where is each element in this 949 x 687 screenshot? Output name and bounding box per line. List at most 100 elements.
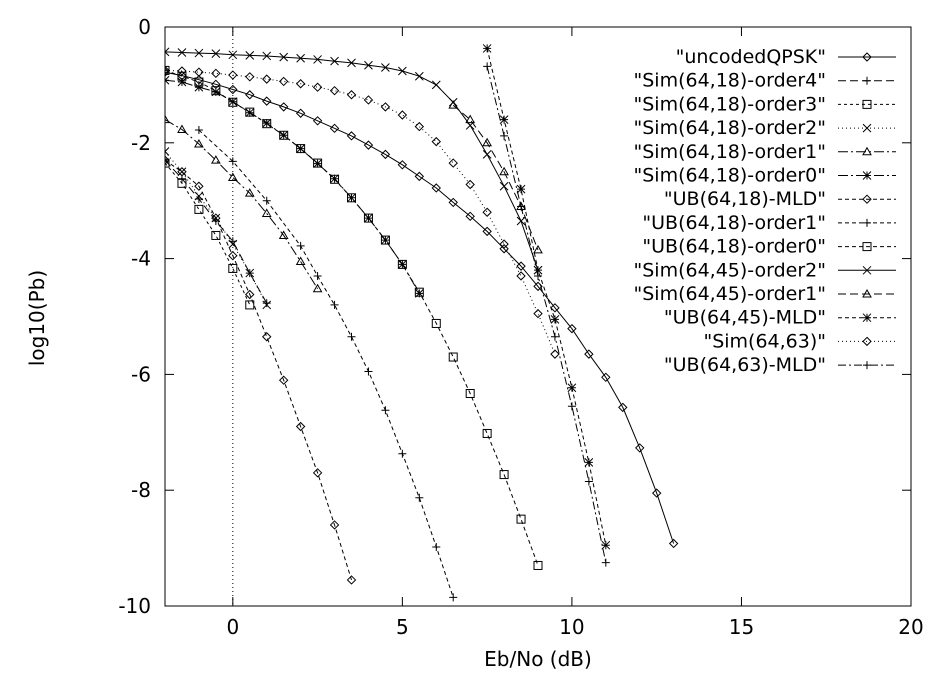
data-point-uncodedqpsk [499, 244, 509, 254]
data-point-sim-64-63 [295, 79, 306, 89]
data-point-ub-64-18-order0 [330, 174, 340, 184]
legend-marker-sim-64-18-order2 [862, 123, 872, 133]
series-line-sim-64-63 [165, 69, 556, 355]
data-point-sim-64-63 [346, 90, 357, 100]
data-point-ub-64-63-mld [517, 202, 526, 211]
x-tick-label: 5 [396, 615, 409, 639]
data-point-uncodedqpsk [295, 108, 306, 118]
data-point-uncodedqpsk [635, 443, 645, 453]
data-point-sim-64-45-order2 [347, 58, 356, 68]
data-point-ub-64-18-mld [177, 167, 187, 177]
data-point-ub-64-18-order1 [381, 406, 390, 415]
data-point-ub-64-18-order0 [296, 144, 306, 154]
legend: "uncodedQPSK""Sim(64,18)-order4""Sim(64,… [633, 46, 896, 376]
data-point-ub-64-18-order1 [347, 332, 356, 341]
data-point-ub-64-18-mld [245, 289, 255, 300]
data-point-ub-64-18-order1 [398, 449, 407, 458]
legend-marker-sim-64-18-order0 [862, 171, 872, 180]
series-uncodedqpsk [165, 67, 679, 549]
data-point-sim-64-18-order1 [278, 230, 289, 239]
data-point-sim-64-63 [550, 349, 560, 359]
data-point-ub-64-18-order1 [415, 493, 424, 502]
data-point-ub-64-18-order1 [313, 271, 322, 280]
data-point-uncodedqpsk [380, 149, 391, 160]
y-tick-label: 0 [138, 15, 151, 39]
data-point-ub-64-63-mld [601, 558, 610, 567]
series-sim-64-18-order1 [165, 114, 323, 293]
data-point-sim-64-18-order0 [398, 260, 407, 269]
data-point-uncodedqpsk [228, 84, 238, 95]
legend-marker-ub-64-18-order1 [863, 218, 871, 227]
data-point-ub-64-18-order1 [262, 196, 271, 205]
data-point-sim-64-63 [312, 82, 323, 92]
data-point-ub-64-18-order1 [228, 157, 237, 166]
data-point-ub-64-18-mld [165, 155, 170, 165]
legend-label-ub-64-18-order0: "UB(64,18)-order0" [642, 236, 826, 258]
data-point-ub-64-18-order0 [465, 389, 475, 399]
y-tick-label: -2 [131, 131, 151, 155]
data-point-uncodedqpsk [431, 183, 441, 193]
data-point-sim-64-18-order1 [244, 188, 255, 197]
data-point-sim-64-45-order2 [194, 48, 204, 58]
series-ub-64-45-mld [482, 44, 611, 550]
data-point-ub-64-18-order0 [211, 86, 221, 96]
data-point-sim-64-18-order2 [165, 147, 170, 156]
y-tick-label: -8 [131, 478, 151, 502]
data-point-ub-64-18-order0 [313, 158, 323, 168]
data-point-ub-64-45-mld [601, 540, 611, 550]
data-point-ub-64-45-mld [567, 383, 577, 393]
series-line-sim-64-18-order3 [165, 162, 251, 306]
data-point-sim-64-45-order2 [165, 47, 170, 57]
series-line-sim-64-18-order1 [165, 119, 319, 289]
data-point-ub-64-18-order0 [499, 470, 509, 480]
data-point-ub-64-18-order0 [363, 213, 373, 223]
data-point-ub-64-18-mld [228, 250, 238, 261]
data-point-sim-64-18-order1 [227, 172, 238, 182]
data-point-ub-64-18-mld [312, 468, 323, 478]
data-point-sim-64-18-order4 [262, 299, 271, 308]
y-tick-label: -4 [131, 247, 151, 271]
data-point-sim-64-18-order0 [228, 97, 238, 107]
data-point-sim-64-63 [228, 70, 238, 80]
data-point-sim-64-63 [516, 271, 526, 281]
data-point-sim-64-63 [448, 158, 458, 168]
data-point-ub-64-18-mld [329, 520, 340, 530]
data-point-sim-64-18-order0 [165, 75, 170, 85]
data-point-ub-64-18-order0 [516, 514, 526, 524]
legend-marker-uncodedqpsk [862, 52, 872, 62]
y-tick-label: -6 [131, 362, 151, 386]
data-point-sim-64-63 [329, 85, 340, 96]
data-point-sim-64-45-order2 [262, 51, 272, 61]
data-point-ub-64-45-mld [499, 115, 509, 124]
data-point-uncodedqpsk [414, 171, 425, 182]
x-tick-label: 15 [729, 615, 754, 639]
data-point-sim-64-45-order2 [245, 51, 255, 60]
series-sim-64-18-order3 [165, 158, 255, 310]
data-point-ub-64-18-mld [194, 181, 204, 191]
data-point-sim-64-45-order2 [211, 49, 221, 58]
data-point-sim-64-18-order0 [245, 108, 255, 118]
data-point-sim-64-63 [262, 74, 272, 84]
data-point-uncodedqpsk [329, 123, 340, 134]
data-point-sim-64-45-order2 [313, 55, 322, 64]
x-axis-title: Eb/No (dB) [484, 647, 592, 671]
data-point-sim-64-45-order2 [499, 181, 509, 191]
data-point-ub-64-63-mld [483, 62, 492, 71]
data-point-sim-64-18-order1 [312, 283, 323, 293]
data-point-sim-64-18-order3 [177, 178, 187, 188]
legend-label-ub-64-18-mld: "UB(64,18)-MLD" [664, 188, 826, 210]
series-line-sim-64-45-order1 [452, 104, 539, 251]
data-point-sim-64-18-order1 [177, 124, 187, 133]
data-point-sim-64-45-order1 [448, 100, 459, 109]
data-point-sim-64-63 [278, 76, 289, 87]
data-point-sim-64-45-order1 [533, 244, 543, 254]
data-point-uncodedqpsk [363, 140, 374, 150]
ticks: 0 5 10 15 20 0 -2 -4 -6 -8 -10 [118, 15, 923, 639]
series-line-ub-64-45-mld [486, 48, 607, 546]
data-point-ub-64-18-order0 [533, 560, 543, 570]
legend-marker-ub-64-63-mld [863, 361, 871, 370]
series-line-sim-64-45-order2 [165, 51, 539, 271]
data-point-ub-64-18-mld [346, 575, 357, 585]
data-point-sim-64-45-order2 [177, 48, 187, 57]
data-point-ub-64-18-order0 [414, 287, 424, 297]
